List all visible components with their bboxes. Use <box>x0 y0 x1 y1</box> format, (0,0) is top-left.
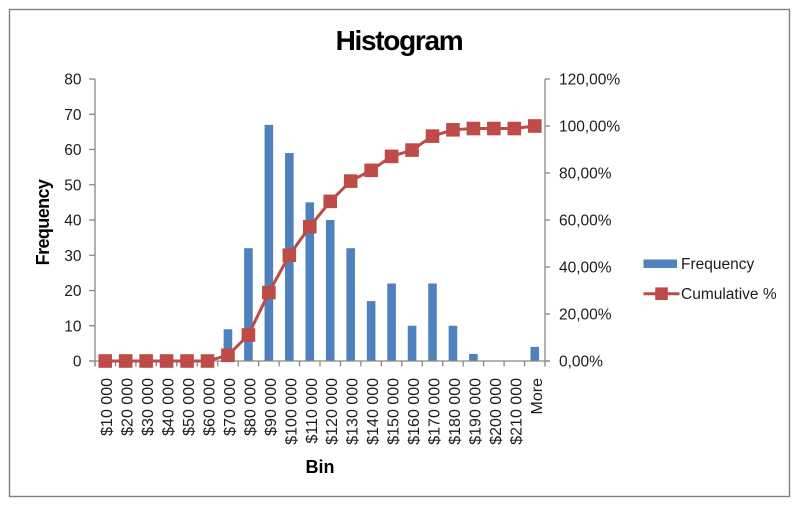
svg-text:$180 000: $180 000 <box>447 378 464 445</box>
svg-text:80: 80 <box>64 72 82 89</box>
svg-text:More: More <box>529 378 546 415</box>
svg-text:$40 000: $40 000 <box>161 378 178 436</box>
svg-text:$210 000: $210 000 <box>508 378 525 445</box>
svg-text:40: 40 <box>64 213 82 230</box>
svg-text:$130 000: $130 000 <box>345 378 362 445</box>
svg-text:Cumulative %: Cumulative % <box>681 286 777 303</box>
svg-text:$100 000: $100 000 <box>283 378 300 445</box>
svg-text:20: 20 <box>64 283 82 300</box>
svg-text:Frequency: Frequency <box>33 179 53 265</box>
svg-text:70: 70 <box>64 107 82 124</box>
svg-text:10: 10 <box>64 318 82 335</box>
svg-text:0: 0 <box>73 354 82 371</box>
svg-text:$110 000: $110 000 <box>304 378 321 444</box>
svg-text:$30 000: $30 000 <box>140 378 157 436</box>
svg-text:60: 60 <box>64 142 82 159</box>
svg-text:80,00%: 80,00% <box>559 166 612 183</box>
svg-text:$170 000: $170 000 <box>427 378 444 445</box>
svg-text:$20 000: $20 000 <box>120 378 137 436</box>
svg-text:$50 000: $50 000 <box>181 378 198 436</box>
svg-text:120,00%: 120,00% <box>559 72 620 89</box>
svg-text:$140 000: $140 000 <box>365 378 382 445</box>
svg-text:Histogram: Histogram <box>336 25 463 56</box>
svg-text:$10 000: $10 000 <box>99 378 116 436</box>
svg-text:30: 30 <box>64 248 82 265</box>
svg-text:Bin: Bin <box>306 457 335 477</box>
svg-text:$200 000: $200 000 <box>488 378 505 445</box>
svg-text:60,00%: 60,00% <box>559 213 612 230</box>
svg-text:$60 000: $60 000 <box>202 378 219 436</box>
svg-text:20,00%: 20,00% <box>559 307 612 324</box>
svg-text:0,00%: 0,00% <box>559 354 603 371</box>
svg-text:Frequency: Frequency <box>681 256 754 273</box>
svg-text:$80 000: $80 000 <box>242 378 259 436</box>
svg-text:$150 000: $150 000 <box>386 378 403 445</box>
svg-text:$160 000: $160 000 <box>406 378 423 445</box>
svg-text:100,00%: 100,00% <box>559 119 620 136</box>
svg-text:$70 000: $70 000 <box>222 378 239 436</box>
svg-text:$90 000: $90 000 <box>263 378 280 436</box>
svg-text:40,00%: 40,00% <box>559 260 612 277</box>
svg-text:$120 000: $120 000 <box>324 378 341 445</box>
svg-text:$190 000: $190 000 <box>467 378 484 445</box>
svg-text:50: 50 <box>64 177 82 194</box>
